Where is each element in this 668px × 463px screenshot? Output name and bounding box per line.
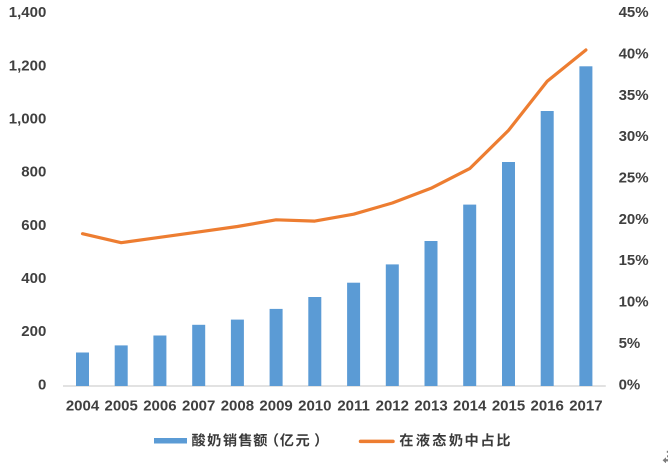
- svg-text:0: 0: [38, 376, 46, 393]
- svg-text:2005: 2005: [105, 398, 138, 415]
- svg-text:400: 400: [21, 270, 46, 287]
- svg-text:200: 200: [21, 323, 46, 340]
- svg-text:1,000: 1,000: [9, 110, 47, 127]
- svg-text:2012: 2012: [376, 398, 409, 415]
- svg-text:1,400: 1,400: [9, 4, 47, 21]
- svg-text:600: 600: [21, 217, 46, 234]
- svg-text:2013: 2013: [414, 398, 447, 415]
- svg-text:45%: 45%: [619, 4, 649, 21]
- svg-text:2015: 2015: [492, 398, 525, 415]
- svg-text:2017: 2017: [569, 398, 602, 415]
- svg-text:35%: 35%: [619, 87, 649, 104]
- svg-text:2008: 2008: [221, 398, 254, 415]
- svg-text:2016: 2016: [531, 398, 564, 415]
- svg-text:2004: 2004: [66, 398, 100, 415]
- svg-text:2009: 2009: [259, 398, 292, 415]
- svg-text:15%: 15%: [619, 252, 649, 269]
- svg-text:10%: 10%: [619, 294, 649, 311]
- svg-text:2010: 2010: [298, 398, 331, 415]
- svg-text:25%: 25%: [619, 170, 649, 187]
- svg-text:800: 800: [21, 164, 46, 181]
- svg-text:40%: 40%: [619, 46, 649, 63]
- svg-text:2011: 2011: [337, 398, 370, 415]
- svg-text:2006: 2006: [143, 398, 176, 415]
- svg-text:5%: 5%: [619, 335, 641, 352]
- svg-text:30%: 30%: [619, 128, 649, 145]
- svg-text:2014: 2014: [453, 398, 487, 415]
- svg-text:1,200: 1,200: [9, 57, 47, 74]
- svg-text:2007: 2007: [182, 398, 215, 415]
- svg-text:20%: 20%: [619, 211, 649, 228]
- svg-text:0%: 0%: [619, 376, 641, 393]
